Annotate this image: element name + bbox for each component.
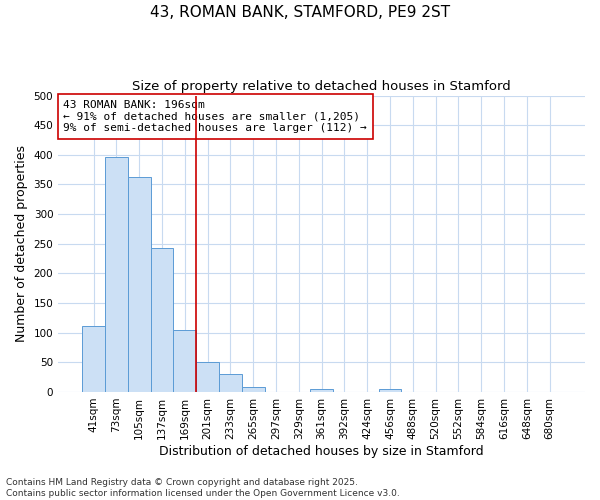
Bar: [105, 156, 128, 392]
X-axis label: Distribution of detached houses by size in Stamford: Distribution of detached houses by size …: [159, 444, 484, 458]
Text: Contains HM Land Registry data © Crown copyright and database right 2025.
Contai: Contains HM Land Registry data © Crown c…: [6, 478, 400, 498]
Text: 43 ROMAN BANK: 196sqm
← 91% of detached houses are smaller (1,205)
9% of semi-de: 43 ROMAN BANK: 196sqm ← 91% of detached …: [64, 100, 367, 133]
Bar: [310, 389, 333, 392]
Bar: [242, 387, 265, 392]
Y-axis label: Number of detached properties: Number of detached properties: [15, 146, 28, 342]
Bar: [82, 326, 105, 392]
Bar: [379, 389, 401, 392]
Bar: [196, 362, 219, 392]
Title: Size of property relative to detached houses in Stamford: Size of property relative to detached ho…: [132, 80, 511, 93]
Bar: [173, 330, 196, 392]
Bar: [219, 374, 242, 392]
Bar: [128, 178, 151, 392]
Text: 43, ROMAN BANK, STAMFORD, PE9 2ST: 43, ROMAN BANK, STAMFORD, PE9 2ST: [150, 5, 450, 20]
Bar: [151, 248, 173, 392]
